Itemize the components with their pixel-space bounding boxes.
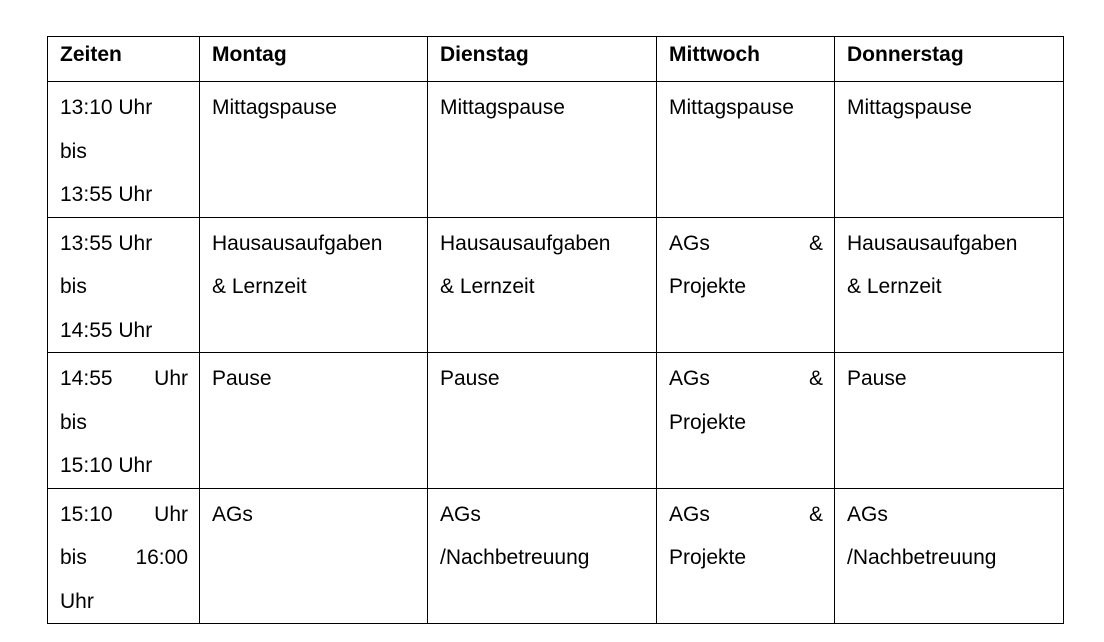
- cell-line: Pause: [212, 367, 272, 390]
- cell-line: bis: [60, 139, 87, 163]
- table-row: 13:10 Uhr bis 13:55 Uhr Mittagspause Mit…: [47, 81, 1064, 218]
- montag-cell: Mittagspause: [199, 81, 428, 218]
- header-mittwoch: Mittwoch: [656, 36, 835, 82]
- cell-line: & Lernzeit: [212, 275, 307, 298]
- cell-line: 15:10 Uhr: [60, 502, 188, 526]
- header-label: Mittwoch: [669, 43, 760, 66]
- cell-line: AGs: [440, 502, 481, 526]
- cell-line: & Lernzeit: [440, 275, 535, 298]
- mittwoch-cell: Mittagspause: [656, 81, 835, 218]
- cell-line: Hausausaufgaben: [440, 231, 611, 255]
- dienstag-cell: Hausausaufgaben & Lernzeit: [427, 216, 657, 353]
- donnerstag-cell: Pause: [834, 352, 1064, 489]
- table-row: 13:55 Uhr bis 14:55 Uhr Hausausaufgaben …: [47, 216, 1064, 353]
- cell-line: /Nachbetreuung: [847, 546, 997, 569]
- cell-line: Hausausaufgaben: [847, 231, 1018, 255]
- cell-line: AGs: [212, 502, 253, 526]
- montag-cell: AGs: [199, 487, 428, 624]
- cell-line: /Nachbetreuung: [440, 546, 590, 569]
- table-row: 14:55 Uhr bis 15:10 Uhr Pause Pause AGs …: [47, 352, 1064, 489]
- cell-line: 15:10 Uhr: [60, 454, 153, 477]
- cell-line: 13:55 Uhr: [60, 183, 153, 206]
- cell-line: AGs &: [669, 502, 823, 526]
- cell-line: Pause: [440, 367, 500, 390]
- cell-line: bis: [60, 410, 87, 434]
- mittwoch-cell: AGs & Projekte: [656, 352, 835, 489]
- schedule-table: Zeiten Montag Dienstag Mittwoch Donnerst…: [47, 36, 1064, 624]
- cell-line: 13:10 Uhr: [60, 96, 153, 119]
- header-zeiten: Zeiten: [47, 36, 200, 82]
- dienstag-cell: Mittagspause: [427, 81, 657, 218]
- header-donnerstag: Donnerstag: [834, 36, 1064, 82]
- table-row: 15:10 Uhr bis 16:00 Uhr AGs AGs /Nachbet…: [47, 487, 1064, 624]
- cell-line: AGs &: [669, 231, 823, 255]
- montag-cell: Pause: [199, 352, 428, 489]
- time-cell: 13:55 Uhr bis 14:55 Uhr: [47, 216, 200, 353]
- dienstag-cell: AGs /Nachbetreuung: [427, 487, 657, 624]
- cell-line: Uhr: [60, 589, 94, 613]
- cell-line: 14:55 Uhr: [60, 367, 188, 390]
- cell-line: & Lernzeit: [847, 275, 942, 298]
- mittwoch-cell: AGs & Projekte: [656, 487, 835, 624]
- cell-line: AGs &: [669, 367, 823, 390]
- header-row: Zeiten Montag Dienstag Mittwoch Donnerst…: [47, 36, 1064, 82]
- cell-line: 13:55 Uhr: [60, 231, 153, 255]
- header-label: Donnerstag: [847, 43, 964, 66]
- header-dienstag: Dienstag: [427, 36, 657, 82]
- header-montag: Montag: [199, 36, 428, 82]
- cell-line: Mittagspause: [212, 96, 337, 119]
- time-cell: 13:10 Uhr bis 13:55 Uhr: [47, 81, 200, 218]
- donnerstag-cell: Hausausaufgaben & Lernzeit: [834, 216, 1064, 353]
- cell-line: Projekte: [669, 275, 747, 298]
- cell-line: Projekte: [669, 546, 747, 569]
- cell-line: Mittagspause: [669, 96, 794, 119]
- mittwoch-cell: AGs & Projekte: [656, 216, 835, 353]
- time-cell: 15:10 Uhr bis 16:00 Uhr: [47, 487, 200, 624]
- montag-cell: Hausausaufgaben & Lernzeit: [199, 216, 428, 353]
- cell-line: Hausausaufgaben: [212, 231, 383, 255]
- cell-line: bis: [60, 275, 87, 298]
- header-label: Montag: [212, 43, 287, 66]
- cell-line: Pause: [847, 367, 907, 390]
- cell-line: AGs: [847, 502, 888, 526]
- header-label: Zeiten: [60, 43, 122, 66]
- time-cell: 14:55 Uhr bis 15:10 Uhr: [47, 352, 200, 489]
- cell-line: Projekte: [669, 410, 747, 434]
- dienstag-cell: Pause: [427, 352, 657, 489]
- header-label: Dienstag: [440, 43, 529, 66]
- cell-line: Mittagspause: [847, 96, 972, 119]
- cell-line: 14:55 Uhr: [60, 318, 153, 342]
- cell-line: bis 16:00: [60, 546, 188, 569]
- donnerstag-cell: Mittagspause: [834, 81, 1064, 218]
- donnerstag-cell: AGs /Nachbetreuung: [834, 487, 1064, 624]
- cell-line: Mittagspause: [440, 96, 565, 119]
